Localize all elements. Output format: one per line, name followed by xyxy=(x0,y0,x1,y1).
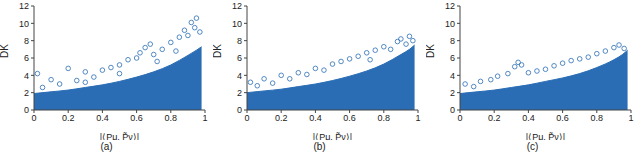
svg-text:0: 0 xyxy=(24,105,29,115)
svg-text:0: 0 xyxy=(457,113,462,123)
svg-text:|⟨Pμ, P̃ν⟩|: |⟨Pμ, P̃ν⟩| xyxy=(526,132,565,140)
svg-text:6: 6 xyxy=(450,53,455,63)
svg-text:1: 1 xyxy=(628,113,632,123)
svg-text:0: 0 xyxy=(244,113,249,123)
svg-text:6: 6 xyxy=(24,53,29,63)
svg-text:0.6: 0.6 xyxy=(556,113,569,123)
svg-text:0: 0 xyxy=(31,113,36,123)
svg-text:10: 10 xyxy=(19,19,29,29)
svg-text:0.8: 0.8 xyxy=(378,113,391,123)
svg-text:0.2: 0.2 xyxy=(275,113,288,123)
svg-text:0.4: 0.4 xyxy=(309,113,322,123)
svg-text:1: 1 xyxy=(202,113,207,123)
svg-text:DK: DK xyxy=(426,44,436,58)
svg-text:8: 8 xyxy=(237,36,242,46)
html-text:(c): (c) xyxy=(526,141,539,152)
svg-text:0: 0 xyxy=(237,105,242,115)
svg-text:0: 0 xyxy=(450,105,455,115)
svg-text:12: 12 xyxy=(19,1,29,11)
svg-text:4: 4 xyxy=(237,71,242,81)
svg-text:|⟨Pμ, P̃ν⟩|: |⟨Pμ, P̃ν⟩| xyxy=(100,132,139,140)
svg-text:1: 1 xyxy=(415,113,420,123)
svg-text:6: 6 xyxy=(237,53,242,63)
svg-text:DK: DK xyxy=(213,44,223,58)
svg-text:8: 8 xyxy=(450,36,455,46)
svg-text:2: 2 xyxy=(237,88,242,98)
svg-text:10: 10 xyxy=(445,19,455,29)
svg-text:2: 2 xyxy=(450,88,455,98)
svg-text:12: 12 xyxy=(232,1,242,11)
svg-text:0.6: 0.6 xyxy=(343,113,356,123)
svg-text:8: 8 xyxy=(24,36,29,46)
html-text:(b): (b) xyxy=(313,141,326,152)
svg-text:0.4: 0.4 xyxy=(96,113,109,123)
svg-text:4: 4 xyxy=(24,71,29,81)
svg-text:10: 10 xyxy=(232,19,242,29)
html-text:(a): (a) xyxy=(100,141,113,152)
svg-text:4: 4 xyxy=(450,71,455,81)
svg-text:0.8: 0.8 xyxy=(165,113,178,123)
svg-text:12: 12 xyxy=(445,1,455,11)
svg-text:0.6: 0.6 xyxy=(130,113,143,123)
svg-text:0.2: 0.2 xyxy=(62,113,75,123)
svg-text:0.4: 0.4 xyxy=(522,113,535,123)
svg-text:0.2: 0.2 xyxy=(488,113,501,123)
svg-text:DK: DK xyxy=(8,44,10,58)
svg-text:0.8: 0.8 xyxy=(591,113,604,123)
svg-text:2: 2 xyxy=(24,88,29,98)
svg-text:|⟨Pμ, P̃ν⟩|: |⟨Pμ, P̃ν⟩| xyxy=(313,132,352,140)
